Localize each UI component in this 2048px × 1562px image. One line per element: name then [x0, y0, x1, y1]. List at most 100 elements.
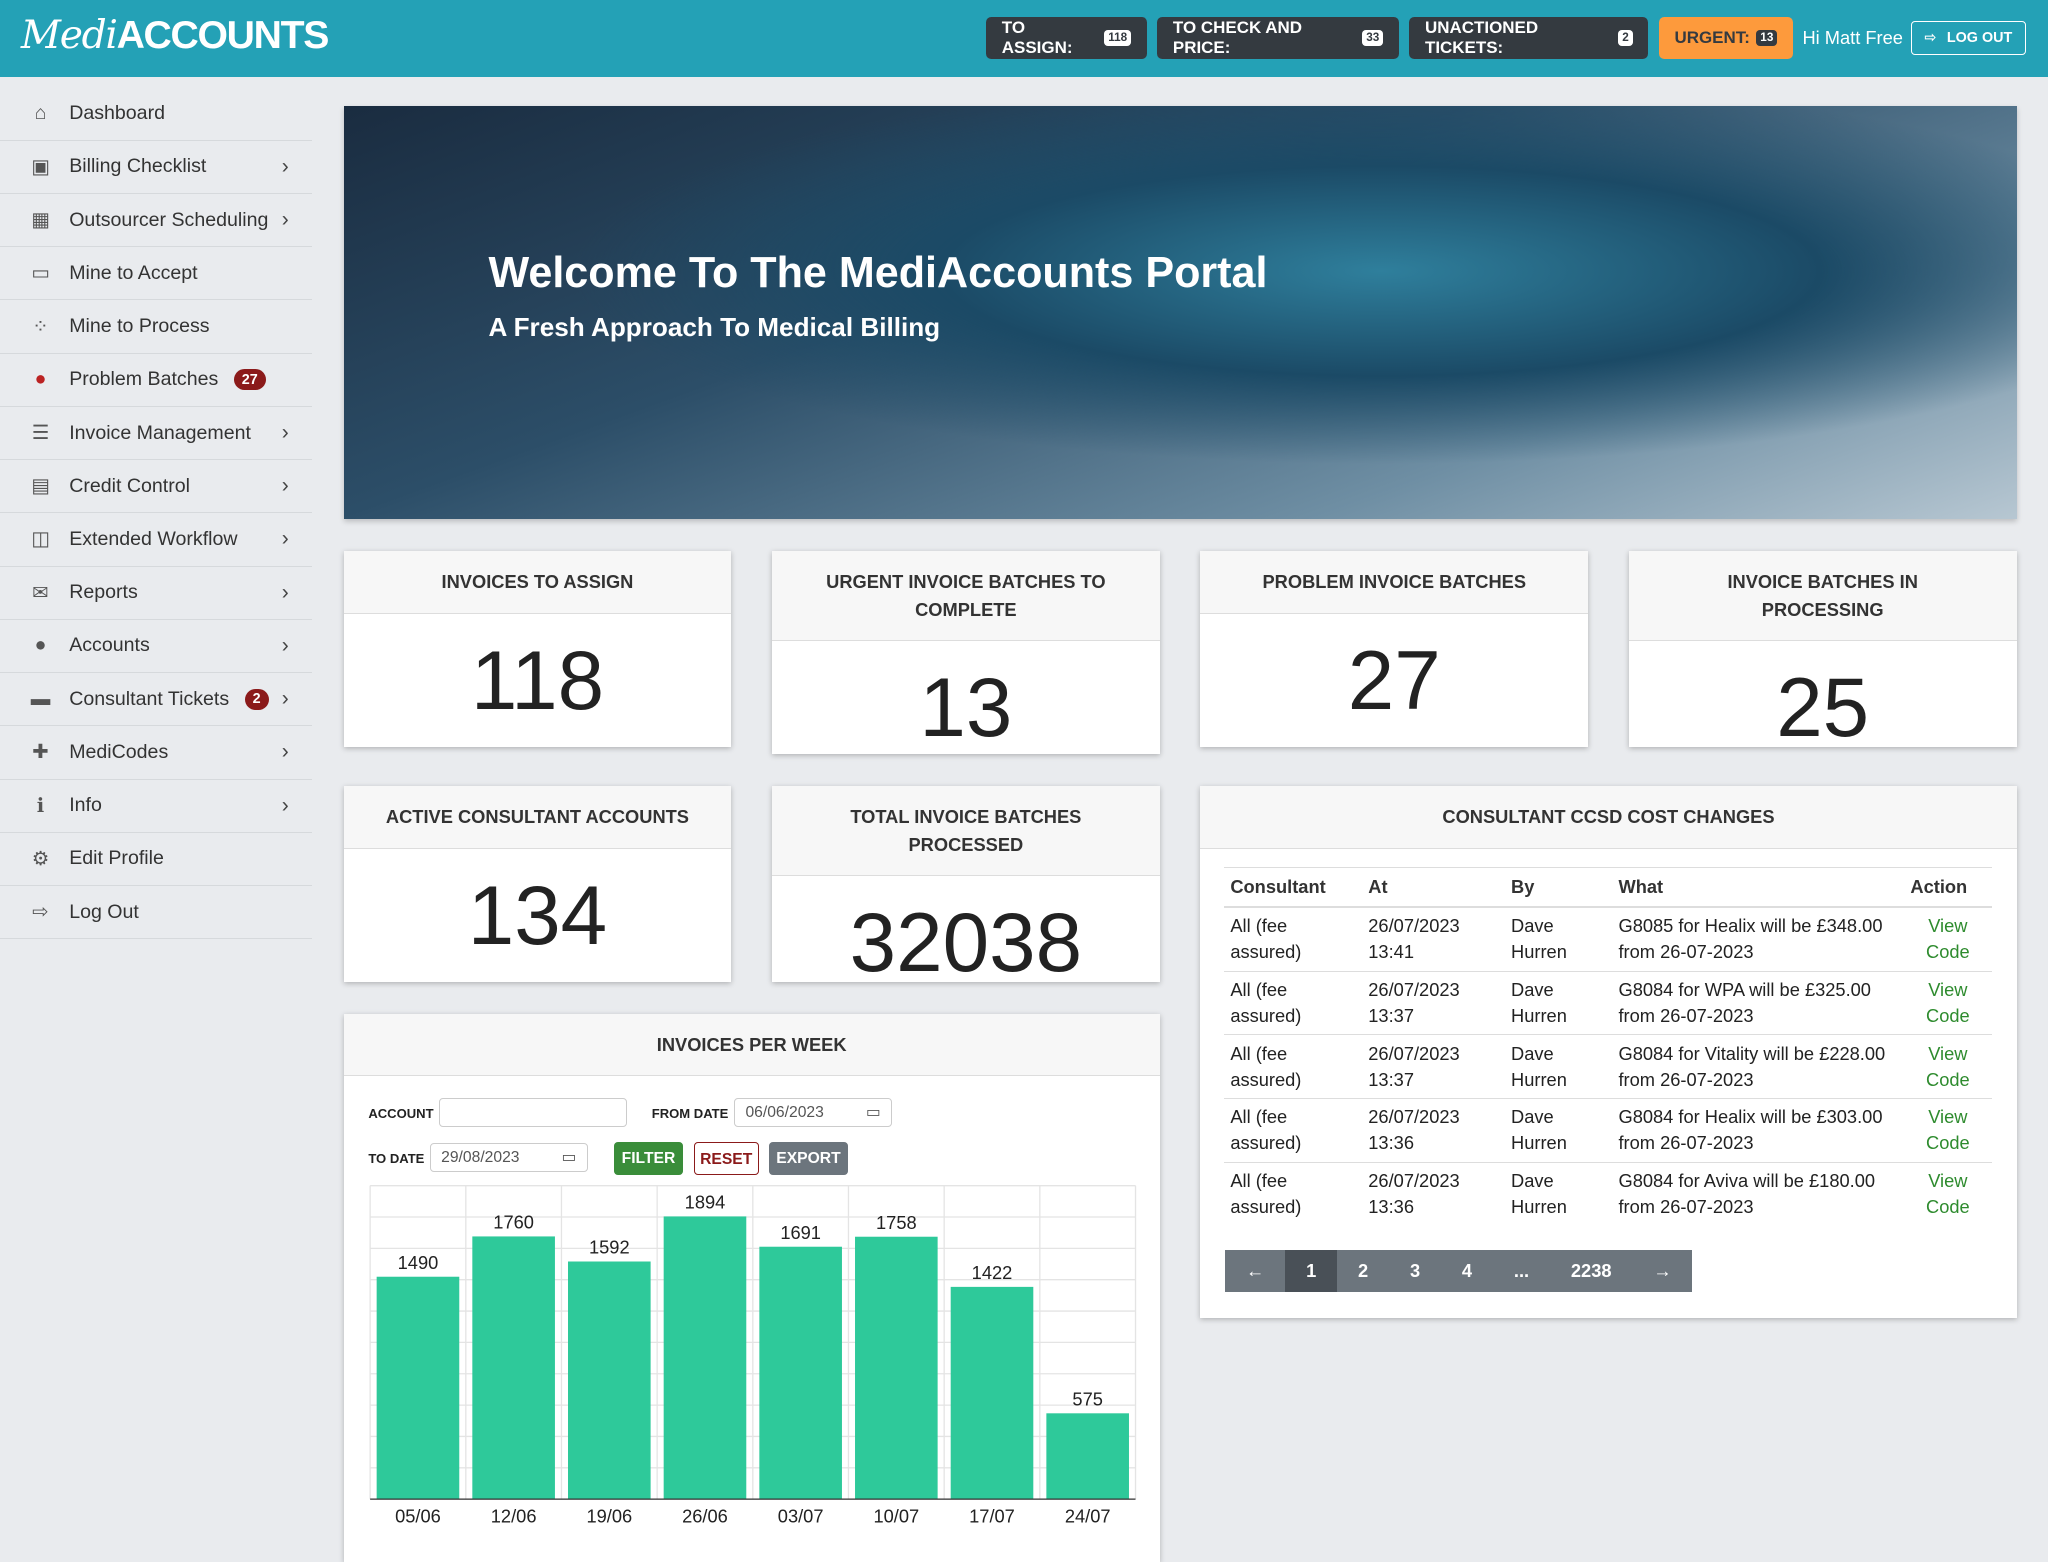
table-cell: 26/07/2023 13:36	[1361, 1097, 1505, 1163]
page-link[interactable]: ←	[1225, 1249, 1286, 1292]
view-code-link[interactable]: View Code	[1926, 978, 1970, 1026]
pagination: ← 1 2 3 4... 2238 →	[1225, 1249, 1693, 1292]
table-row: All (fee assured) 26/07/2023 13:37 Dave Hu…	[1223, 970, 1992, 1035]
from-date-label: FROM DATE	[651, 1106, 729, 1122]
medical-icon: ✚	[32, 741, 49, 764]
chevron-right-icon: ›	[281, 633, 289, 657]
to-assign-button[interactable]: TO ASSIGN: 118	[986, 16, 1147, 59]
file-icon: ▤	[31, 475, 50, 498]
chevron-right-icon: ›	[281, 421, 289, 445]
page-link[interactable]: 1	[1285, 1249, 1338, 1292]
view-code-link[interactable]: View Code	[1926, 915, 1970, 963]
count-badge: 13	[1756, 30, 1778, 46]
bar	[758, 1247, 842, 1500]
to-date-input[interactable]: 29/08/2023 ▭	[429, 1142, 588, 1172]
invoices-bar-chart: 1490 05/06 1760 12/06 1592 19/06 1894 26/06 1691…	[368, 1185, 1136, 1527]
export-button[interactable]: EXPORT	[769, 1141, 848, 1176]
spinner-icon: ⁘	[32, 315, 49, 338]
bar	[950, 1287, 1033, 1500]
card-title: ACTIVE CONSULTANT ACCOUNTS	[343, 786, 732, 849]
to-check-and-price-button[interactable]: TO CHECK AND PRICE: 33	[1157, 16, 1399, 59]
table-cell: Dave Hurren	[1504, 970, 1612, 1035]
sidebar-item-dashboard[interactable]: ⌂ Dashboard	[0, 88, 313, 141]
table-cell: Dave Hurren	[1504, 1161, 1612, 1226]
sidebar-item-label: Edit Profile	[69, 847, 164, 870]
card-title: TOTAL INVOICE BATCHES PROCESSED	[771, 786, 1160, 877]
page-link[interactable]: 2238	[1550, 1249, 1633, 1292]
logout-button[interactable]: ⇨ LOG OUT	[1910, 20, 2026, 55]
sidebar-item-label: Reports	[69, 581, 138, 604]
account-input[interactable]	[438, 1098, 627, 1128]
ticket-icon: ▬	[30, 687, 51, 710]
sidebar-item-problem-batches[interactable]: ● Problem Batches 27	[0, 354, 313, 407]
sidebar-item-accounts[interactable]: ● Accounts ›	[0, 620, 313, 674]
unactioned-tickets-button[interactable]: UNACTIONED TICKETS: 2	[1409, 16, 1649, 59]
sidebar-item-label: Invoice Management	[69, 421, 251, 444]
sidebar-item-edit-profile[interactable]: ⚙ Edit Profile	[0, 833, 313, 887]
table-cell: Dave Hurren	[1504, 1097, 1612, 1163]
bar	[1045, 1413, 1129, 1500]
sidebar-item-outsourcer-scheduling[interactable]: ▦ Outsourcer Scheduling ›	[0, 194, 313, 248]
sidebar-item-consultant-tickets[interactable]: ▬ Consultant Tickets 2 ›	[0, 673, 313, 727]
card-title: PROBLEM INVOICE BATCHES	[1200, 551, 1589, 614]
sidebar-item-label: Dashboard	[69, 102, 165, 125]
hero-title: Welcome To The MediAccounts Portal	[488, 249, 1268, 298]
sidebar-item-mine-to-accept[interactable]: ▭ Mine to Accept	[0, 247, 313, 301]
column-header: Action	[1903, 867, 1992, 908]
bar-value-label: 1894	[684, 1192, 725, 1213]
table-cell: Dave Hurren	[1504, 906, 1612, 972]
stat-card-active-accounts: ACTIVE CONSULTANT ACCOUNTS 134	[343, 786, 732, 983]
to-date-label: TO DATE	[368, 1150, 425, 1166]
calendar-icon: ▭	[865, 1104, 881, 1122]
ccsd-cost-changes-card: CONSULTANT CCSD COST CHANGES Consultant A…	[1200, 786, 2017, 1318]
page-link[interactable]: ...	[1492, 1249, 1550, 1292]
sidebar-item-label: Mine to Process	[69, 315, 210, 338]
count-badge: 2	[244, 688, 269, 710]
bar-value-label: 1760	[493, 1212, 534, 1233]
account-label: ACCOUNT	[368, 1106, 434, 1122]
sidebar-item-label: Accounts	[69, 634, 150, 657]
stat-card-problem-batches: PROBLEM INVOICE BATCHES 27	[1200, 551, 1589, 748]
sidebar-item-log-out[interactable]: ⇨ Log Out	[0, 886, 313, 940]
chevron-right-icon: ›	[281, 740, 289, 764]
hero-subtitle: A Fresh Approach To Medical Billing	[488, 312, 941, 343]
count-badge: 33	[1362, 30, 1384, 46]
sidebar-item-credit-control[interactable]: ▤ Credit Control ›	[0, 460, 313, 514]
table-cell: View Code	[1903, 906, 1992, 972]
stat-value: 118	[470, 632, 605, 727]
logo[interactable]: MediACCOUNTS	[20, 13, 330, 59]
calendar-check-icon: ▣	[31, 155, 50, 178]
filter-button[interactable]: FILTER	[613, 1141, 684, 1176]
table-cell: G8084 for Aviva will be £180.00 from 26-…	[1611, 1161, 1904, 1226]
bar	[376, 1277, 459, 1500]
page-link[interactable]: 2	[1337, 1249, 1390, 1292]
sidebar-item-mine-to-process[interactable]: ⁘ Mine to Process	[0, 300, 313, 354]
table-cell: View Code	[1903, 970, 1992, 1035]
table-row: All (fee assured) 26/07/2023 13:36 Dave Hu…	[1223, 1161, 1992, 1226]
sign-out-icon: ⇨	[32, 901, 49, 924]
list-icon: ☰	[31, 422, 50, 445]
view-code-link[interactable]: View Code	[1926, 1106, 1970, 1154]
x-tick-label: 17/07	[969, 1506, 1015, 1527]
sidebar-item-medicodes[interactable]: ✚ MediCodes ›	[0, 726, 313, 780]
sidebar-item-info[interactable]: ℹ Info ›	[0, 780, 313, 833]
view-code-link[interactable]: View Code	[1926, 1169, 1970, 1217]
x-tick-label: 10/07	[873, 1506, 919, 1527]
hero-banner: Welcome To The MediAccounts Portal A Fre…	[343, 105, 2017, 519]
page-link[interactable]: 4	[1441, 1249, 1493, 1292]
urgent-button[interactable]: URGENT: 13	[1658, 16, 1794, 59]
user-greeting: Hi Matt Free	[1802, 27, 1903, 49]
from-date-input[interactable]: 06/06/2023 ▭	[734, 1098, 893, 1128]
sidebar-item-invoice-management[interactable]: ☰ Invoice Management ›	[0, 407, 313, 461]
sidebar-item-reports[interactable]: ✉ Reports ›	[0, 567, 313, 620]
count-badge: 27	[233, 369, 266, 391]
column-header: Consultant	[1223, 867, 1362, 908]
table-cell: All (fee assured)	[1223, 1097, 1362, 1163]
page-link[interactable]: 3	[1389, 1249, 1442, 1292]
sidebar-item-extended-workflow[interactable]: ◫ Extended Workflow ›	[0, 513, 313, 567]
reset-button[interactable]: RESET	[693, 1141, 759, 1176]
sidebar-item-billing-checklist[interactable]: ▣ Billing Checklist ›	[0, 141, 313, 194]
view-code-link[interactable]: View Code	[1926, 1042, 1970, 1090]
page-link[interactable]: →	[1632, 1249, 1693, 1292]
stat-value: 27	[1347, 632, 1441, 727]
